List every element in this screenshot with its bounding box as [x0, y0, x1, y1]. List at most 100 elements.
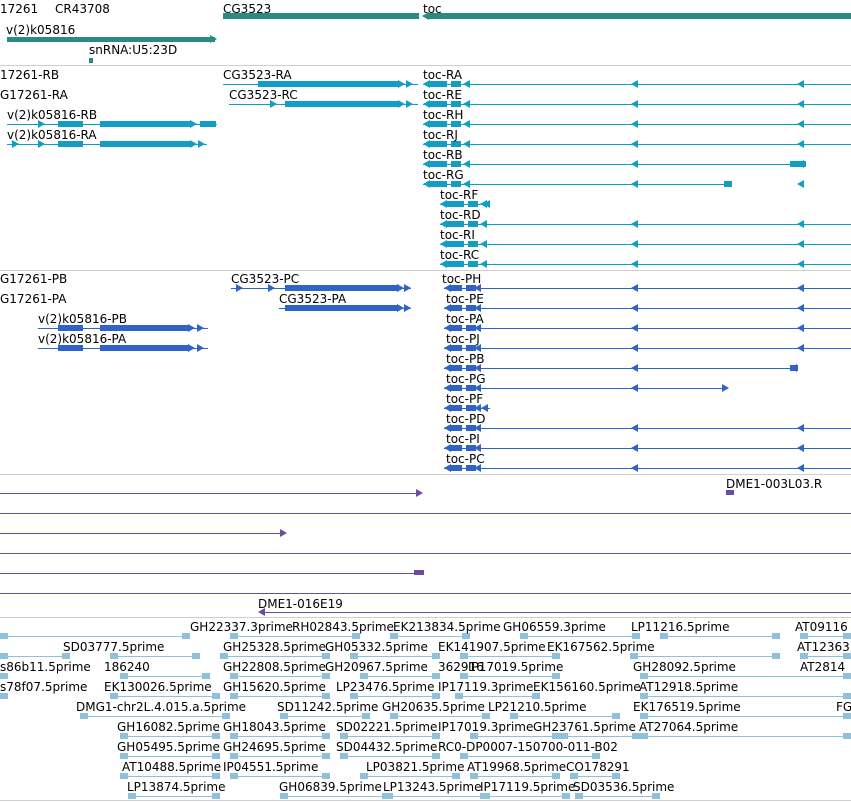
transcript-label[interactable]: v(2)k05816-RA [7, 128, 97, 142]
protein-label[interactable]: toc-PH [442, 272, 482, 286]
est-label[interactable]: GH22337.3prime [190, 620, 293, 634]
est-label[interactable]: LP03821.5prime [366, 760, 465, 774]
protein-label[interactable]: toc-PG [446, 372, 486, 386]
est-label[interactable]: IP17119.5prime [480, 780, 576, 794]
est-label[interactable]: GH28092.5prime [633, 660, 736, 674]
est-label[interactable]: AT12363 [797, 640, 850, 654]
est-label[interactable]: s78f07.5prime [0, 680, 88, 694]
est-label[interactable]: GH06839.5prime [279, 780, 382, 794]
gene-label[interactable]: 17261 [0, 2, 39, 16]
gene-label[interactable]: CG3523 [223, 2, 272, 16]
est-label[interactable]: SD03777.5prime [63, 640, 165, 654]
intron-line [440, 264, 851, 265]
est-label[interactable]: IP04551.5prime [223, 760, 319, 774]
est-label[interactable]: LP23476.5prime [336, 680, 435, 694]
est-label[interactable]: GH20635.5prime [382, 700, 485, 714]
protein-label[interactable]: G17261-PA [0, 292, 67, 306]
est-label[interactable]: s86b11.5prime [0, 660, 91, 674]
est-label[interactable]: SD11242.5prime [277, 700, 379, 714]
clone-label[interactable]: DME1-016E19 [258, 597, 343, 611]
est-label[interactable]: LP21210.5prime [488, 700, 587, 714]
gene-label[interactable]: snRNA:U5:23D [89, 43, 178, 57]
est-label[interactable]: EK130026.5prime [104, 680, 212, 694]
transcript-label[interactable]: toc-RH [423, 108, 464, 122]
gene-label[interactable]: toc [423, 2, 442, 16]
protein-label[interactable]: toc-PA [446, 312, 484, 326]
transcript-label[interactable]: CG3523-RC [229, 88, 298, 102]
protein-label[interactable]: CG3523-PA [279, 292, 347, 306]
est-label[interactable]: GH15620.5prime [223, 680, 326, 694]
gene-label[interactable]: CR43708 [55, 2, 110, 16]
protein-label[interactable]: v(2)k05816-PB [38, 312, 128, 326]
transcript-label[interactable]: toc-RG [423, 168, 464, 182]
est-label[interactable]: GH22808.5prime [223, 660, 326, 674]
transcript-label[interactable]: toc-RI [440, 228, 475, 242]
transcript-label[interactable]: toc-RA [423, 68, 463, 82]
est-label[interactable]: GH05495.5prime [117, 740, 220, 754]
est-label[interactable]: GH05332.5prime [325, 640, 428, 654]
est-label[interactable]: EK156160.5prime [533, 680, 641, 694]
est-label[interactable]: GH25328.5prime [223, 640, 326, 654]
est-label[interactable]: DMG1-chr2L.4.015.a.5prime [76, 700, 247, 714]
est-block [322, 693, 330, 699]
est-label[interactable]: 362916 [438, 660, 484, 674]
est-label[interactable]: AT10488.5prime [122, 760, 222, 774]
strand-left-arrow [463, 120, 470, 128]
est-label[interactable]: AT2814 [800, 660, 846, 674]
est-label[interactable]: LP11216.5prime [631, 620, 730, 634]
protein-label[interactable]: toc-PJ [446, 332, 480, 346]
est-label[interactable]: EK176519.5prime [633, 700, 741, 714]
transcript-label[interactable]: toc-RB [423, 148, 463, 162]
est-label[interactable]: EK213834.5prime [393, 620, 501, 634]
transcript-label[interactable]: toc-RJ [423, 128, 458, 142]
est-label[interactable]: LP13243.5prime [383, 780, 482, 794]
protein-label[interactable]: toc-PC [446, 452, 485, 466]
est-label[interactable]: AT09116 [795, 620, 848, 634]
est-label[interactable]: IP17019.3prime [438, 720, 534, 734]
est-label[interactable]: AT19968.5prime [467, 760, 567, 774]
protein-label[interactable]: toc-PE [446, 292, 484, 306]
est-label[interactable]: IP17019.5prime [468, 660, 564, 674]
est-label[interactable]: RH02843.5prime [292, 620, 394, 634]
est-label[interactable]: LP13874.5prime [127, 780, 226, 794]
gene-label[interactable]: v(2)k05816 [6, 23, 76, 37]
est-label[interactable]: GH23761.5prime [533, 720, 636, 734]
est-label[interactable]: AT12918.5prime [639, 680, 739, 694]
transcript-label[interactable]: toc-RE [423, 88, 462, 102]
est-feature [640, 676, 851, 677]
protein-label[interactable]: CG3523-PC [231, 272, 300, 286]
protein-label[interactable]: toc-PB [446, 352, 485, 366]
transcript-label[interactable]: CG3523-RA [223, 68, 292, 82]
protein-label[interactable]: toc-PD [446, 412, 486, 426]
est-block [640, 713, 648, 719]
est-label[interactable]: SD03536.5prime [573, 780, 675, 794]
transcript-label[interactable]: toc-RD [440, 208, 481, 222]
transcript-label[interactable]: 17261-RB [0, 68, 60, 82]
est-label[interactable]: GH24695.5prime [223, 740, 326, 754]
protein-label[interactable]: toc-PF [446, 392, 484, 406]
protein-label[interactable]: G17261-PB [0, 272, 68, 286]
est-label[interactable]: GH06559.3prime [503, 620, 606, 634]
transcript-label[interactable]: toc-RF [440, 188, 479, 202]
est-label[interactable]: FG [836, 700, 851, 714]
est-label[interactable]: EK141907.5prime [438, 640, 546, 654]
protein-label[interactable]: v(2)k05816-PA [38, 332, 127, 346]
est-label[interactable]: 186240 [104, 660, 150, 674]
est-label[interactable]: GH20967.5prime [325, 660, 428, 674]
strand-right-arrow [190, 120, 197, 128]
est-label[interactable]: CO178291 [566, 760, 630, 774]
est-label[interactable]: GH18043.5prime [223, 720, 326, 734]
transcript-label[interactable]: toc-RC [440, 248, 480, 262]
est-label[interactable]: IP17119.3prime [438, 680, 534, 694]
transcript-label[interactable]: v(2)k05816-RB [7, 108, 98, 122]
est-block [560, 733, 568, 739]
est-label[interactable]: RC0-DP0007-150700-011-B02 [438, 740, 618, 754]
transcript-label[interactable]: G17261-RA [0, 88, 68, 102]
est-label[interactable]: GH16082.5prime [117, 720, 220, 734]
clone-label[interactable]: DME1-003L03.R [726, 477, 823, 491]
est-label[interactable]: EK167562.5prime [547, 640, 655, 654]
protein-label[interactable]: toc-PI [446, 432, 480, 446]
est-label[interactable]: AT27064.5prime [639, 720, 739, 734]
est-label[interactable]: SD04432.5prime [336, 740, 438, 754]
est-label[interactable]: SD02221.5prime [336, 720, 438, 734]
